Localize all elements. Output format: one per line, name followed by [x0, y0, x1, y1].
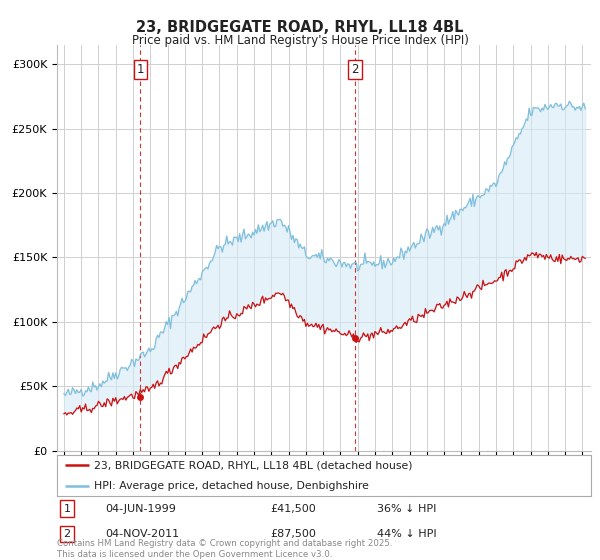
Text: 2: 2: [351, 63, 359, 76]
Text: 36% ↓ HPI: 36% ↓ HPI: [377, 503, 437, 514]
Text: 1: 1: [64, 503, 70, 514]
Text: Price paid vs. HM Land Registry's House Price Index (HPI): Price paid vs. HM Land Registry's House …: [131, 34, 469, 46]
Text: 04-JUN-1999: 04-JUN-1999: [105, 503, 176, 514]
Text: £41,500: £41,500: [271, 503, 316, 514]
Text: 1: 1: [137, 63, 144, 76]
Text: HPI: Average price, detached house, Denbighshire: HPI: Average price, detached house, Denb…: [94, 480, 369, 491]
Text: 23, BRIDGEGATE ROAD, RHYL, LL18 4BL: 23, BRIDGEGATE ROAD, RHYL, LL18 4BL: [136, 20, 464, 35]
Text: 44% ↓ HPI: 44% ↓ HPI: [377, 529, 437, 539]
Text: 2: 2: [64, 529, 71, 539]
Text: £87,500: £87,500: [271, 529, 316, 539]
Text: 23, BRIDGEGATE ROAD, RHYL, LL18 4BL (detached house): 23, BRIDGEGATE ROAD, RHYL, LL18 4BL (det…: [94, 460, 413, 470]
Text: 04-NOV-2011: 04-NOV-2011: [105, 529, 179, 539]
Text: Contains HM Land Registry data © Crown copyright and database right 2025.
This d: Contains HM Land Registry data © Crown c…: [57, 539, 392, 559]
